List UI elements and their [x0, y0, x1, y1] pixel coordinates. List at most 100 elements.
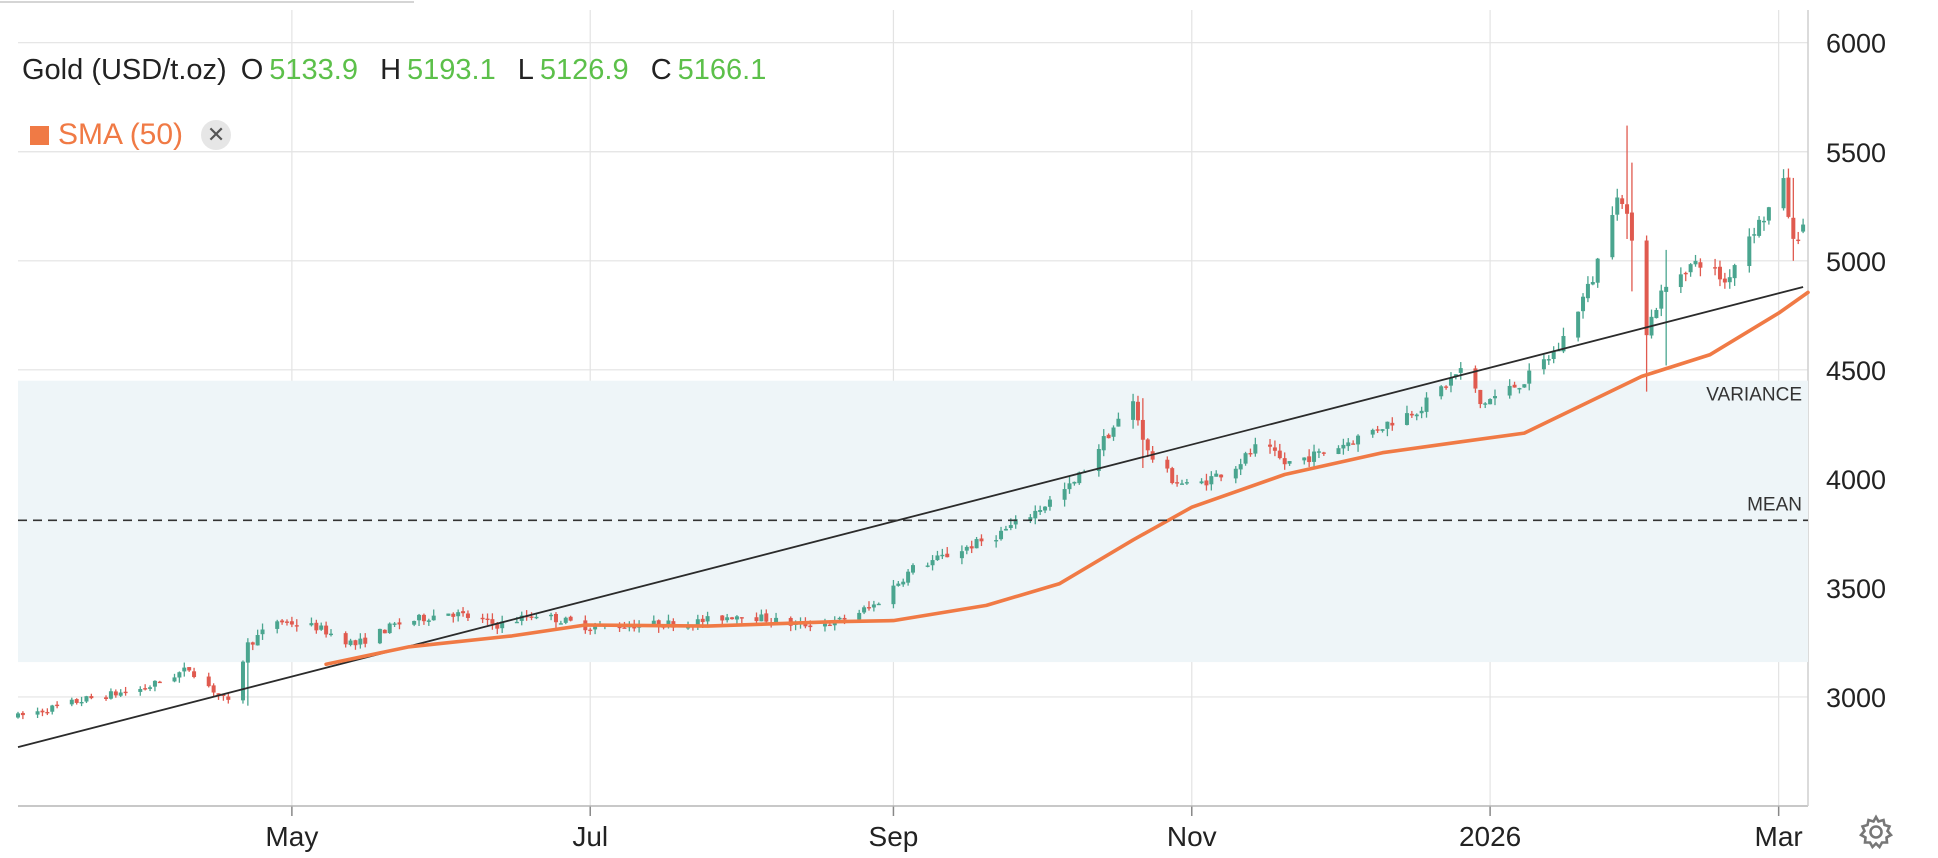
candle[interactable]	[930, 555, 935, 571]
candle[interactable]	[1375, 425, 1380, 433]
candle[interactable]	[1659, 284, 1664, 317]
candle[interactable]	[245, 638, 250, 706]
candle[interactable]	[1312, 444, 1317, 469]
candle[interactable]	[1595, 257, 1600, 288]
candle[interactable]	[123, 686, 128, 696]
candle[interactable]	[1238, 458, 1243, 476]
candle[interactable]	[1722, 272, 1727, 289]
candle[interactable]	[1038, 505, 1043, 515]
candle[interactable]	[553, 612, 558, 628]
candle[interactable]	[1179, 479, 1184, 485]
candle[interactable]	[1135, 395, 1140, 426]
candle[interactable]	[1028, 514, 1033, 524]
candle[interactable]	[1683, 271, 1688, 282]
candle[interactable]	[1732, 263, 1737, 286]
candle[interactable]	[182, 662, 187, 677]
candle[interactable]	[1439, 385, 1444, 400]
candle[interactable]	[1517, 387, 1522, 394]
candle[interactable]	[876, 602, 881, 606]
candle[interactable]	[974, 536, 979, 549]
candle[interactable]	[275, 619, 280, 634]
candle[interactable]	[1664, 249, 1669, 366]
candle[interactable]	[187, 667, 192, 672]
candle[interactable]	[397, 618, 402, 630]
candle[interactable]	[1356, 434, 1361, 452]
candle[interactable]	[1170, 466, 1175, 485]
candle[interactable]	[1757, 216, 1762, 238]
candle[interactable]	[431, 609, 436, 621]
candle[interactable]	[529, 612, 534, 621]
candle[interactable]	[1615, 188, 1620, 221]
candle[interactable]	[177, 671, 182, 683]
candle[interactable]	[108, 688, 113, 700]
candle[interactable]	[426, 618, 431, 626]
candle[interactable]	[1033, 505, 1038, 525]
candle[interactable]	[250, 641, 255, 651]
candle[interactable]	[421, 613, 426, 625]
candle[interactable]	[84, 695, 89, 704]
candle[interactable]	[1585, 276, 1590, 303]
candle[interactable]	[113, 689, 118, 698]
candle[interactable]	[20, 711, 25, 720]
candle[interactable]	[148, 685, 153, 692]
candle[interactable]	[255, 629, 260, 646]
candle[interactable]	[1101, 429, 1106, 457]
candle[interactable]	[260, 623, 265, 640]
candle[interactable]	[309, 617, 314, 627]
candle[interactable]	[730, 616, 735, 620]
candle[interactable]	[1341, 438, 1346, 455]
candle[interactable]	[1610, 206, 1615, 260]
candle[interactable]	[1688, 263, 1693, 277]
candle[interactable]	[1649, 309, 1654, 339]
candle[interactable]	[377, 628, 382, 645]
candle[interactable]	[50, 704, 55, 715]
candle[interactable]	[759, 609, 764, 622]
candle[interactable]	[866, 601, 871, 611]
candle[interactable]	[461, 607, 466, 617]
candle[interactable]	[1478, 389, 1483, 409]
candle[interactable]	[74, 698, 79, 705]
candle[interactable]	[1165, 456, 1170, 473]
candle[interactable]	[959, 545, 964, 565]
candle[interactable]	[289, 616, 294, 628]
candle[interactable]	[211, 683, 216, 698]
candle[interactable]	[1106, 433, 1111, 439]
candle[interactable]	[1483, 402, 1488, 409]
candle[interactable]	[40, 708, 45, 717]
candle[interactable]	[1458, 362, 1463, 380]
candle[interactable]	[1282, 452, 1287, 470]
sma-label[interactable]: SMA (50)	[58, 118, 184, 151]
candle[interactable]	[1219, 474, 1224, 482]
candle[interactable]	[480, 613, 485, 624]
candle[interactable]	[1277, 443, 1282, 460]
candle[interactable]	[1214, 470, 1219, 477]
candle[interactable]	[588, 627, 593, 635]
candle[interactable]	[1370, 428, 1375, 438]
candle[interactable]	[16, 711, 20, 719]
candle[interactable]	[465, 610, 470, 622]
candle[interactable]	[1351, 440, 1356, 445]
candle[interactable]	[734, 615, 739, 624]
candle[interactable]	[1781, 169, 1786, 211]
candle[interactable]	[871, 600, 876, 612]
candle[interactable]	[1444, 385, 1449, 390]
candle[interactable]	[417, 613, 422, 626]
candle[interactable]	[1321, 451, 1326, 456]
candle[interactable]	[827, 623, 832, 627]
candle[interactable]	[1175, 474, 1180, 487]
candle[interactable]	[519, 611, 524, 626]
candle[interactable]	[705, 611, 710, 626]
candle[interactable]	[240, 660, 245, 704]
candle[interactable]	[1414, 413, 1419, 421]
candle[interactable]	[172, 673, 177, 683]
candle[interactable]	[563, 616, 568, 625]
candle[interactable]	[104, 695, 109, 701]
candle[interactable]	[969, 540, 974, 554]
candle[interactable]	[891, 579, 896, 609]
candle[interactable]	[862, 605, 867, 615]
candle[interactable]	[143, 684, 148, 691]
candle[interactable]	[1307, 449, 1312, 468]
gear-icon[interactable]	[1858, 814, 1894, 850]
candle[interactable]	[1629, 162, 1634, 292]
candle[interactable]	[906, 569, 911, 586]
